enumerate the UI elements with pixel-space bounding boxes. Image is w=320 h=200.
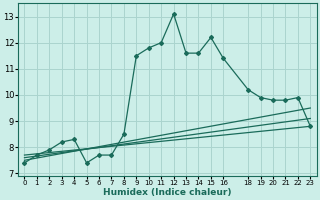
X-axis label: Humidex (Indice chaleur): Humidex (Indice chaleur) xyxy=(103,188,232,197)
